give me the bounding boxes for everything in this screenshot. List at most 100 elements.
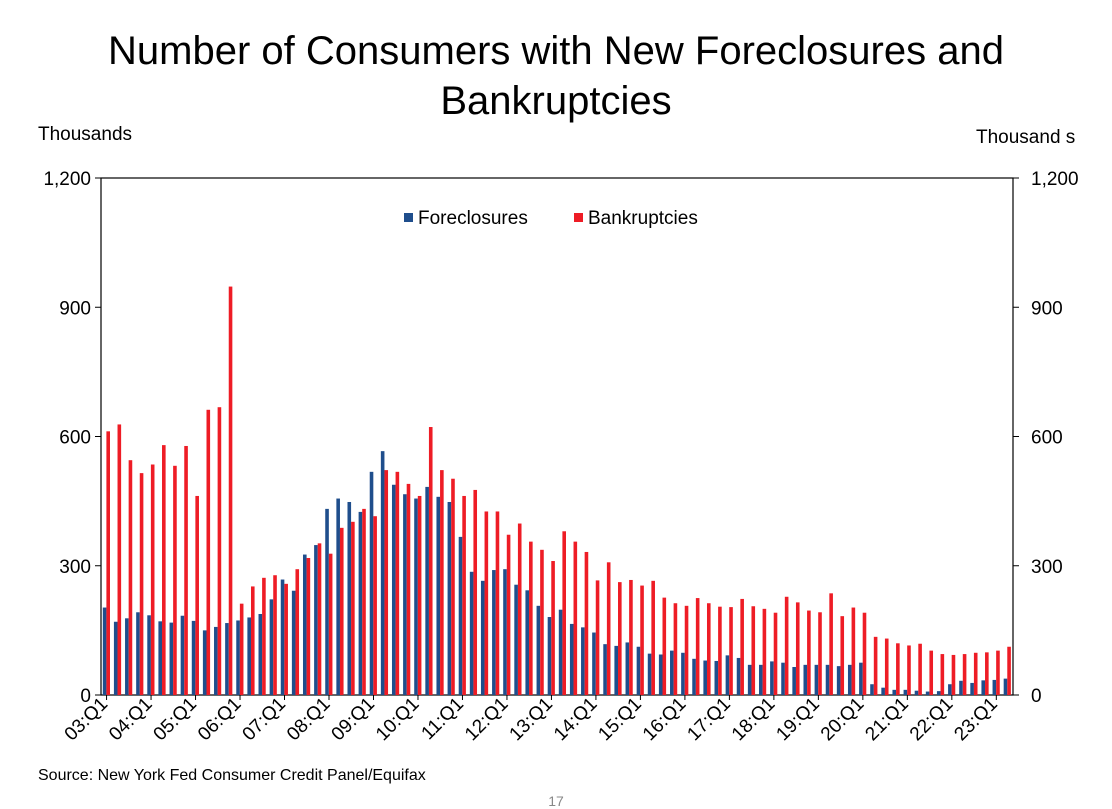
foreclosures-bar [191,620,196,695]
foreclosures-bar [647,653,652,695]
bankruptcies-bar [929,650,934,695]
foreclosures-bar [714,660,719,695]
bankruptcies-bar [584,551,589,695]
left-y-tick-label: 1,200 [43,169,91,190]
foreclosures-bar [692,658,696,695]
left-y-tick-label: 900 [59,298,91,319]
foreclosures-bar [536,605,541,695]
foreclosures-bar [347,501,352,695]
x-tick-label: 19:Q1 [772,694,823,745]
bankruptcies-bar [695,598,700,695]
foreclosures-bar [214,626,218,695]
bankruptcies-bar [618,582,622,695]
bankruptcies-bar [840,616,845,695]
bankruptcies-bar [662,597,667,695]
foreclosures-bar [925,691,930,695]
foreclosures-bar [736,657,741,695]
bankruptcies-bar [807,610,811,695]
foreclosures-bar [814,664,819,695]
x-tick-label: 20:Q1 [817,694,868,745]
bankruptcies-bar [907,645,911,695]
bankruptcies-bar [684,605,689,695]
bankruptcies-bar [718,606,722,695]
foreclosures-bar [614,645,619,695]
chart-title: Number of Consumers with New Foreclosure… [108,29,1004,123]
right-y-tick-label: 600 [1031,428,1063,449]
bankruptcies-bar [851,607,856,695]
bankruptcies-bar [128,460,133,695]
bankruptcies-bar [284,583,288,695]
foreclosures-bar [236,620,240,695]
foreclosures-bar [469,571,474,695]
foreclosures-bar [258,614,263,695]
foreclosures-bar [369,471,374,695]
x-tick-label: 09:Q1 [328,694,379,745]
x-tick-label: 13:Q1 [506,694,557,745]
bankruptcies-bar [484,511,489,695]
foreclosures-bar [914,690,919,695]
x-tick-label: 12:Q1 [461,694,512,745]
foreclosures-bar [803,664,808,695]
bankruptcies-bar [951,654,956,695]
foreclosures-bar [569,623,574,695]
bankruptcies-bar [117,424,122,695]
foreclosures-bar [458,536,463,695]
bankruptcies-bar [306,557,311,695]
bankruptcies-bar [673,603,678,695]
foreclosures-bar [825,664,830,695]
foreclosures-bar [514,584,518,695]
bankruptcies-bar [395,471,400,695]
foreclosures-bar [847,664,852,695]
bankruptcies-bar [918,643,922,695]
bankruptcies-bar [440,470,444,695]
bankruptcies-bar [896,643,900,695]
x-tick-label: 21:Q1 [861,694,912,745]
foreclosures-bar [836,666,841,695]
foreclosures-bar [125,618,129,695]
right-y-tick-label: 0 [1031,686,1042,707]
bankruptcies-bar [740,598,744,695]
foreclosures-bar [391,484,396,695]
bankruptcies-bar [373,516,377,695]
right-y-tick-label: 300 [1031,557,1063,578]
bankruptcies-bar [173,465,177,695]
foreclosures-bar [136,612,140,695]
bankruptcies-bar [640,585,644,695]
bankruptcies-bar [629,579,633,695]
foreclosures-bar [892,689,897,695]
bankruptcies-bar [195,495,199,695]
bankruptcies-bar [1007,646,1011,695]
bankruptcies-bar [273,575,277,695]
foreclosures-bar [358,511,363,695]
bankruptcies-bar [651,580,655,695]
foreclosures-bar [425,486,429,695]
bankruptcies-bar [551,561,555,695]
foreclosures-bar [948,684,952,695]
bankruptcies-bar [784,596,789,695]
x-tick-label: 11:Q1 [418,694,468,744]
bankruptcies-bar [985,652,989,695]
bankruptcies-bar [162,445,166,695]
bankruptcies-bar [996,650,1000,695]
x-tick-label: 04:Q1 [105,694,156,745]
left-y-tick-label: 600 [59,428,91,449]
bankruptcies-bar [473,489,478,695]
bankruptcies-bar [517,523,522,695]
right-axis-unit-label: Thousand s [976,127,1076,148]
bankruptcies-bar [206,409,211,695]
foreclosures-bar [859,662,863,695]
foreclosures-bar [658,654,663,695]
x-tick-label: 10:Q1 [372,694,423,745]
foreclosures-bar [1003,678,1008,695]
bankruptcies-bar [495,511,500,695]
bankruptcies-bar [706,603,711,695]
left-y-tick-label: 0 [80,686,91,707]
bankruptcies-bar [751,606,756,695]
foreclosures-bar [280,579,285,695]
bankruptcies-bar [228,286,233,695]
bankruptcies-bar [239,603,244,695]
bankruptcies-bar [606,562,611,695]
bankruptcies-bar [529,541,533,695]
bankruptcies-bar [873,636,878,695]
